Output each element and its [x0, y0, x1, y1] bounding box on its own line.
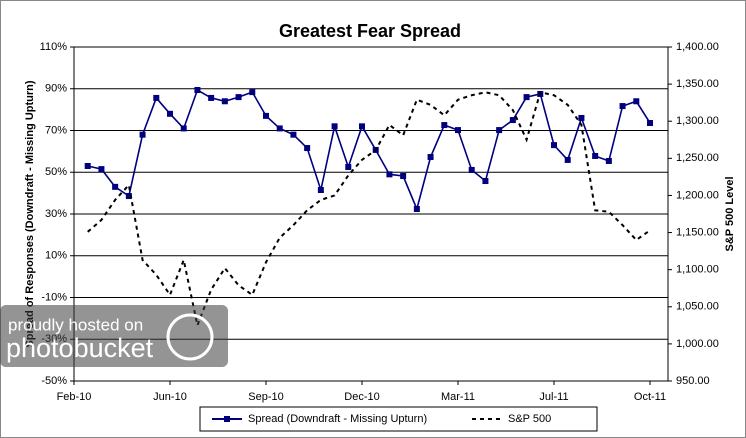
point-marker	[455, 127, 461, 134]
y-tick-label: 50%	[45, 166, 67, 178]
point-marker	[331, 123, 338, 130]
legend-marker	[224, 416, 230, 422]
point-marker	[413, 205, 420, 212]
point-marker	[619, 103, 626, 110]
point-marker	[263, 112, 269, 119]
point-marker	[98, 166, 105, 173]
point-marker	[249, 89, 256, 96]
point-marker	[386, 171, 393, 178]
point-marker	[290, 131, 297, 138]
point-marker	[496, 127, 503, 134]
y2-tick-label: 1,300.00	[676, 115, 719, 127]
y2-axis-title: S&P 500 Level	[724, 176, 736, 251]
point-marker	[180, 125, 187, 132]
point-marker	[125, 193, 132, 200]
point-marker	[304, 145, 311, 152]
y-axis-title: Spread of Responses (Downdraft - Missing…	[24, 80, 36, 347]
point-marker	[345, 164, 352, 171]
y2-tick-label: 1,100.00	[676, 264, 719, 276]
y-tick-label: 90%	[45, 83, 67, 95]
point-marker	[153, 94, 160, 101]
y-tick-label: 110%	[40, 41, 68, 53]
watermark-icon	[166, 313, 214, 361]
x-tick-label: Feb-10	[57, 391, 92, 403]
y-tick-label: -10%	[41, 291, 67, 303]
y2-tick-label: 1,050.00	[676, 301, 719, 313]
point-marker	[468, 166, 475, 173]
x-tick-label: Sep-10	[248, 391, 283, 403]
series-line	[87, 91, 651, 329]
point-marker	[359, 123, 365, 130]
legend-label: Spread (Downdraft - Missing Upturn)	[248, 413, 427, 425]
point-marker	[112, 183, 119, 190]
y2-tick-label: 1,150.00	[676, 226, 719, 238]
y-tick-label: -50%	[41, 375, 67, 387]
y2-tick-label: 1,000.00	[676, 338, 719, 350]
point-marker	[564, 156, 571, 163]
y2-tick-label: 1,350.00	[676, 78, 719, 90]
watermark-text: photobucket	[6, 333, 154, 363]
point-marker	[523, 94, 530, 101]
chart-title: Greatest Fear Spread	[279, 21, 461, 41]
point-marker	[509, 117, 516, 124]
point-marker	[633, 98, 640, 105]
y2-tick-label: 950.00	[676, 375, 710, 387]
point-marker	[400, 173, 407, 180]
point-marker	[592, 152, 599, 159]
y2-tick-label: 1,200.00	[676, 189, 719, 201]
point-marker	[167, 110, 173, 117]
point-marker	[578, 114, 585, 121]
point-marker	[194, 87, 201, 94]
point-marker	[208, 94, 215, 101]
legend-box	[199, 406, 598, 432]
y-tick-label: 10%	[45, 250, 67, 262]
point-marker	[647, 119, 653, 126]
y2-tick-label: 1,400.00	[676, 41, 719, 53]
point-marker	[605, 157, 612, 164]
point-marker	[427, 154, 434, 161]
point-marker	[482, 178, 489, 185]
point-marker	[441, 122, 448, 129]
point-marker	[551, 142, 557, 149]
x-tick-label: Dec-10	[344, 391, 379, 403]
point-marker	[276, 125, 283, 132]
point-marker	[139, 131, 146, 138]
legend-label: S&P 500	[508, 413, 551, 425]
x-tick-label: Oct-11	[634, 391, 666, 403]
point-marker	[221, 98, 228, 105]
x-tick-label: Jun-10	[153, 391, 187, 403]
point-marker	[235, 94, 242, 101]
watermark-bg	[0, 305, 228, 367]
x-tick-label: Jul-11	[539, 391, 568, 403]
watermark-text: proudly hosted on	[8, 315, 143, 334]
point-marker	[84, 162, 91, 169]
point-marker	[317, 186, 324, 193]
y2-tick-label: 1,250.00	[676, 152, 719, 164]
y-tick-label: 30%	[45, 208, 67, 220]
y-tick-label: 70%	[45, 124, 67, 136]
x-tick-label: Mar-11	[441, 391, 475, 403]
